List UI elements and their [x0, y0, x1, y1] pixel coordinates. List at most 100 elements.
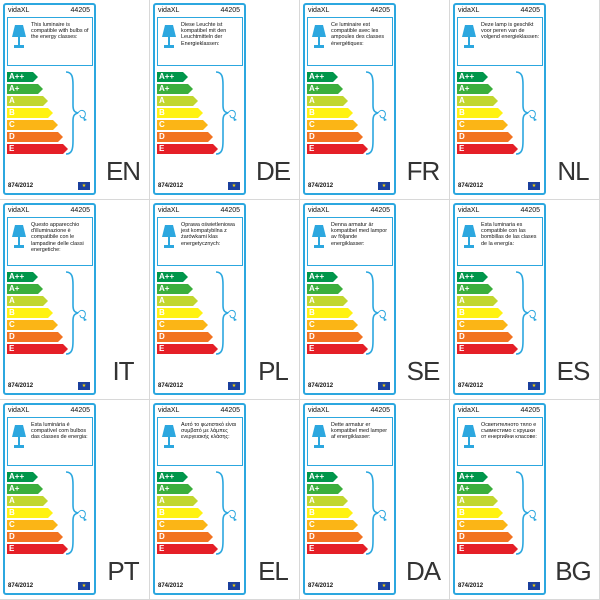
energy-class-bar: E: [157, 544, 218, 554]
bracket-arrow-icon: [214, 271, 240, 355]
compatibility-text: Αυτό το φωτιστικό είναι συμβατό με λάμπε…: [181, 422, 237, 441]
table-lamp-icon: [161, 224, 177, 250]
energy-class-label: E: [9, 144, 15, 153]
energy-label-cell: vidaXL 44205 Осветителното тяло е съвмести…: [450, 400, 600, 600]
model-number: 44205: [370, 407, 390, 414]
regulation-number: 874/2012: [458, 383, 484, 389]
eu-flag-icon: ★: [228, 582, 240, 590]
brand-name: vidaXL: [458, 7, 480, 14]
brand-name: vidaXL: [8, 207, 30, 214]
energy-class-label: B: [159, 508, 165, 517]
table-lamp-icon: [161, 424, 177, 450]
regulation-number: 874/2012: [158, 383, 184, 389]
energy-class-bar: E: [7, 544, 68, 554]
brand-name: vidaXL: [8, 407, 30, 414]
energy-class-label: B: [309, 508, 315, 517]
energy-class-label: D: [9, 132, 15, 141]
bracket-arrow-icon: [514, 271, 540, 355]
energy-class-label: B: [459, 308, 465, 317]
energy-class-label: A: [159, 496, 165, 505]
energy-class-label: B: [309, 308, 315, 317]
bracket-arrow-icon: [514, 71, 540, 155]
energy-class-label: E: [9, 544, 15, 553]
energy-class-bar: D: [157, 132, 213, 142]
energy-class-bar: D: [307, 532, 363, 542]
language-code: FR: [406, 156, 441, 186]
energy-class-label: A+: [309, 284, 320, 293]
eu-flag-icon: ★: [528, 182, 540, 190]
energy-class-bar: A: [7, 296, 48, 306]
energy-class-label: A+: [159, 84, 170, 93]
energy-class-scale: A++ A+ A B C D E: [7, 272, 68, 354]
energy-class-bar: A: [157, 496, 198, 506]
energy-class-bar: A++: [157, 472, 188, 482]
energy-class-bar: B: [7, 308, 53, 318]
energy-class-bar: D: [7, 332, 63, 342]
compatibility-text: Deze lamp is geschikt voor peren van de …: [481, 22, 540, 41]
energy-class-bar: B: [457, 508, 503, 518]
model-number: 44205: [220, 407, 240, 414]
energy-class-label: C: [9, 520, 15, 529]
energy-class-label: C: [309, 520, 315, 529]
energy-label-cell: vidaXL 44205 Esta luminária é compatível c…: [0, 400, 150, 600]
language-code: PL: [258, 356, 289, 386]
energy-class-bar: A+: [307, 484, 343, 494]
energy-class-label: E: [459, 544, 465, 553]
energy-class-label: A+: [459, 84, 470, 93]
energy-class-bar: D: [157, 532, 213, 542]
energy-class-bar: A: [457, 296, 498, 306]
energy-label-cell: vidaXL 44205 Questo apparecchio d'illumina…: [0, 200, 150, 400]
energy-class-label: E: [459, 344, 465, 353]
energy-class-label: A+: [9, 284, 20, 293]
energy-class-bar: C: [7, 520, 58, 530]
energy-class-bar: C: [157, 120, 208, 130]
bracket-arrow-icon: [514, 471, 540, 555]
compatibility-box: Dette armatur er kompatibel med lamper a…: [307, 417, 393, 466]
energy-class-bar: E: [307, 544, 368, 554]
energy-class-bar: B: [7, 108, 53, 118]
compatibility-box: Deze lamp is geschikt voor peren van de …: [457, 17, 543, 66]
energy-class-label: A++: [459, 472, 475, 481]
energy-class-label: A: [9, 496, 15, 505]
eu-flag-icon: ★: [378, 582, 390, 590]
energy-class-label: C: [309, 320, 315, 329]
energy-class-bar: A: [457, 96, 498, 106]
energy-class-bar: A+: [7, 484, 43, 494]
table-lamp-icon: [461, 224, 477, 250]
energy-class-label: E: [309, 544, 315, 553]
energy-label-cell: vidaXL 44205 Esta luminaria es compatible …: [450, 200, 600, 400]
energy-class-label: D: [309, 332, 315, 341]
regulation-number: 874/2012: [458, 583, 484, 589]
energy-class-label: A++: [159, 472, 175, 481]
energy-class-bar: D: [7, 132, 63, 142]
model-number: 44205: [520, 7, 540, 14]
energy-class-label: E: [159, 144, 165, 153]
energy-label-card: vidaXL 44205 Esta luminaria es compatible …: [453, 203, 546, 395]
energy-label-cell: vidaXL 44205 This luminaire is compatible …: [0, 0, 150, 200]
eu-flag-icon: ★: [228, 182, 240, 190]
energy-label-card: vidaXL 44205 Denna armatur är kompatibel m…: [303, 203, 396, 395]
brand-name: vidaXL: [458, 407, 480, 414]
eu-flag-icon: ★: [528, 582, 540, 590]
language-code: DE: [255, 156, 291, 186]
compatibility-text: Diese Leuchte ist kompatibel mit den Leu…: [181, 22, 227, 47]
energy-class-label: C: [459, 320, 465, 329]
bracket-arrow-icon: [364, 71, 390, 155]
energy-class-bar: B: [457, 108, 503, 118]
energy-class-label: C: [159, 120, 165, 129]
brand-name: vidaXL: [308, 407, 330, 414]
energy-label-card: vidaXL 44205 Αυτό το φωτιστικό είναι συμβα…: [153, 403, 246, 595]
energy-class-bar: A++: [307, 272, 338, 282]
language-code: SE: [406, 356, 441, 386]
regulation-number: 874/2012: [158, 583, 184, 589]
energy-label-card: vidaXL 44205 Осветителното тяло е съвмести…: [453, 403, 546, 595]
energy-label-card: vidaXL 44205 Oprawa oświetleniowa jest kom…: [153, 203, 246, 395]
brand-name: vidaXL: [158, 407, 180, 414]
energy-class-bar: C: [157, 520, 208, 530]
energy-label-cell: vidaXL 44205 Denna armatur är kompatibel m…: [300, 200, 450, 400]
language-code: EL: [258, 556, 289, 586]
energy-class-bar: C: [7, 120, 58, 130]
regulation-number: 874/2012: [308, 183, 334, 189]
eu-flag-icon: ★: [378, 182, 390, 190]
energy-class-bar: E: [157, 344, 218, 354]
